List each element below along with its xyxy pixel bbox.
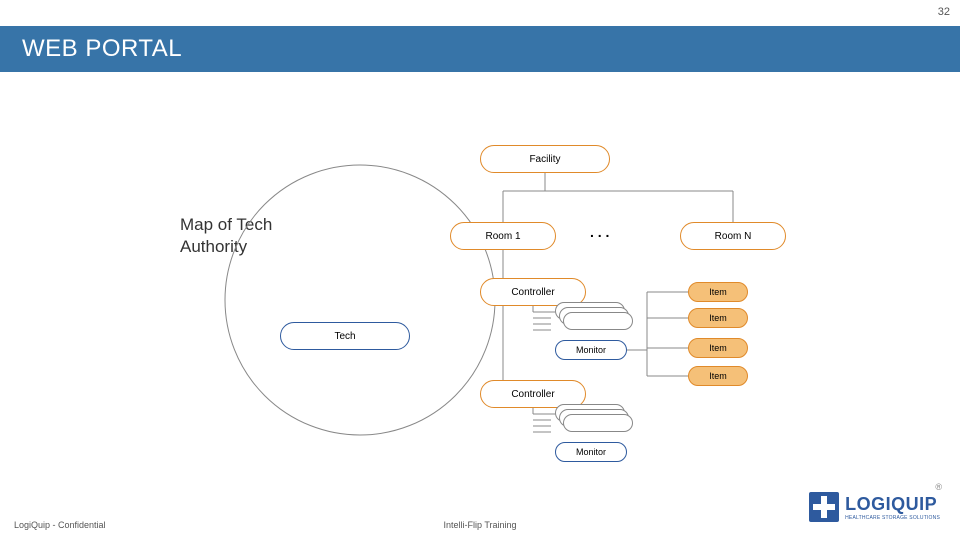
tech-label: Tech xyxy=(334,331,355,342)
item-label: Item xyxy=(709,313,727,323)
logo-main: LOGIQUIP xyxy=(845,494,940,515)
monitor2-node: Monitor xyxy=(555,442,627,462)
item-label: Item xyxy=(709,343,727,353)
item-node: Item xyxy=(688,282,748,302)
page-number: 32 xyxy=(938,6,950,18)
logo-plus-icon xyxy=(809,492,839,522)
slide: 32 WEB PORTAL Map of Tech Authority Faci… xyxy=(0,0,960,540)
item-node: Item xyxy=(688,308,748,328)
facility-node: Facility xyxy=(480,145,610,173)
footer-left: LogiQuip - Confidential xyxy=(14,520,106,530)
logo: LOGIQUIP HEALTHCARE STORAGE SOLUTIONS xyxy=(809,492,940,522)
diagram: Facility Room 1 Room N . . . Controller … xyxy=(0,90,960,500)
controller1-label: Controller xyxy=(511,287,554,298)
room1-label: Room 1 xyxy=(485,231,520,242)
monitor2-label: Monitor xyxy=(576,447,606,457)
item-label: Item xyxy=(709,371,727,381)
monitor1-node: Monitor xyxy=(555,340,627,360)
roomN-label: Room N xyxy=(715,231,752,242)
tech-scope-circle xyxy=(225,165,495,435)
controller2-label: Controller xyxy=(511,389,554,400)
logo-tag: HEALTHCARE STORAGE SOLUTIONS xyxy=(845,515,940,521)
footer-center: Intelli-Flip Training xyxy=(443,520,516,530)
title-bar: WEB PORTAL xyxy=(0,26,960,72)
item-node: Item xyxy=(688,366,748,386)
roomN-node: Room N xyxy=(680,222,786,250)
registered-mark: ® xyxy=(935,482,942,492)
tech-node: Tech xyxy=(280,322,410,350)
item-node: Item xyxy=(688,338,748,358)
facility-label: Facility xyxy=(529,154,560,165)
dots: . . . xyxy=(590,224,609,240)
room1-node: Room 1 xyxy=(450,222,556,250)
monitor-stack-rect xyxy=(563,414,633,432)
logo-text: LOGIQUIP HEALTHCARE STORAGE SOLUTIONS xyxy=(845,494,940,521)
item-label: Item xyxy=(709,287,727,297)
monitor1-label: Monitor xyxy=(576,345,606,355)
page-title: WEB PORTAL xyxy=(22,35,182,63)
monitor-stack-rect xyxy=(563,312,633,330)
